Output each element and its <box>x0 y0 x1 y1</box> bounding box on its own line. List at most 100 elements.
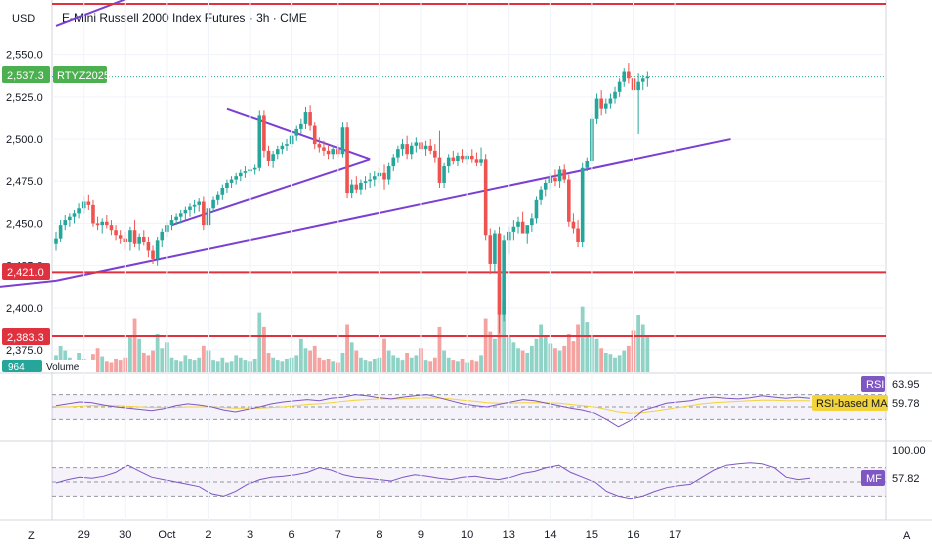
candle-body <box>576 228 580 243</box>
upper-channel-trendline <box>55 0 127 27</box>
candle-body <box>137 236 141 244</box>
volume-bar <box>603 353 608 372</box>
volume-bar <box>220 357 225 372</box>
candle-body <box>511 226 516 232</box>
candle-body <box>128 230 132 243</box>
volume-bar <box>160 348 165 372</box>
volume-bar <box>183 355 188 372</box>
mf-pane[interactable] <box>52 462 886 500</box>
volume-bar <box>262 326 266 372</box>
volume-bar <box>132 318 137 372</box>
volume-bar <box>553 348 557 372</box>
volume-bar <box>534 338 539 372</box>
candle-body <box>294 128 299 136</box>
volume-bar <box>298 338 303 372</box>
x-tick-label: 3 <box>247 529 253 541</box>
candle-body <box>215 194 220 200</box>
candle-body <box>488 235 493 264</box>
candle-body <box>391 157 396 167</box>
volume-value-bg <box>2 360 42 372</box>
candle-body <box>497 233 502 315</box>
candle-body <box>585 160 590 168</box>
volume-bar <box>201 345 206 372</box>
candle-body <box>252 167 257 170</box>
volume-bar <box>252 358 257 372</box>
level-tag-lower-value: 2,383.3 <box>7 332 44 344</box>
rsi-line <box>55 394 811 428</box>
volume-bar <box>308 350 312 372</box>
volume-bar <box>594 338 599 372</box>
candle-body <box>275 149 280 155</box>
candle-body <box>312 125 317 145</box>
candle-body <box>396 149 400 158</box>
volume-bar <box>345 324 349 372</box>
candle-body <box>483 159 488 236</box>
candle-body <box>151 250 155 259</box>
time-axis[interactable]: 29 30 Oct 2 3 6 7 8 9 10 13 14 15 16 17 <box>78 0 682 541</box>
volume-bar <box>243 360 248 372</box>
volume-bar <box>368 361 373 372</box>
timezone-icon[interactable]: Z <box>28 530 35 542</box>
rsi-ma-label: RSI-based MA <box>816 398 888 410</box>
candle-body <box>493 233 497 264</box>
volume-bar <box>576 324 580 372</box>
volume-bar <box>557 350 562 372</box>
candle-body <box>169 220 174 226</box>
candle-body <box>368 179 372 182</box>
volume-bar <box>349 342 354 372</box>
auto-scale-icon[interactable]: A <box>903 530 911 542</box>
volume-bar <box>285 358 289 372</box>
candle-body <box>58 225 63 239</box>
candle-body <box>155 240 160 259</box>
lower-support-extension <box>0 279 57 288</box>
volume-bar <box>238 357 243 372</box>
x-tick-label: 30 <box>119 529 131 541</box>
volume-bar <box>636 315 641 372</box>
volume-bar <box>460 358 465 372</box>
volume-bar <box>428 361 433 372</box>
volume-bar <box>197 357 202 372</box>
currency-label: USD <box>12 13 35 25</box>
candle-body <box>105 221 109 226</box>
candle-body <box>640 78 645 82</box>
volume-bar <box>178 361 183 372</box>
candle-body <box>285 144 289 146</box>
candle-body <box>141 236 146 243</box>
candle-body <box>340 127 345 155</box>
candle-body <box>599 98 603 109</box>
candle-body <box>446 157 451 167</box>
candle-body <box>146 242 151 251</box>
candle-body <box>271 154 275 161</box>
volume-bar <box>571 341 576 372</box>
candle-body <box>530 218 534 226</box>
rsi-pane[interactable] <box>52 394 886 428</box>
volume-bar <box>118 360 123 372</box>
chart-title: E-Mini Russell 2000 Index Futures · 3h ·… <box>62 11 307 25</box>
volume-bar <box>225 362 229 372</box>
volume-bar <box>613 357 617 372</box>
volume-bar <box>174 360 179 372</box>
candle-body <box>414 142 419 146</box>
chart-header: USD E-Mini Russell 2000 Index Futures · … <box>12 11 307 25</box>
candle-body <box>442 166 446 183</box>
volume-bar <box>271 357 276 372</box>
last-price-tag: 2,537.3 RTYZ2025 <box>2 66 110 83</box>
volume-bar <box>146 355 151 372</box>
volume-bar <box>395 357 400 372</box>
volume-bar <box>141 353 146 372</box>
volume-bar <box>280 361 285 372</box>
rsi-value: 63.95 <box>892 379 920 391</box>
mf-label: MF <box>866 473 882 485</box>
volume-bar <box>266 353 271 372</box>
volume-bar <box>340 353 345 372</box>
volume-bar <box>483 318 488 372</box>
candle-body <box>229 179 234 183</box>
candle-body <box>345 127 349 194</box>
volume-bar <box>474 361 479 372</box>
candle-body <box>557 169 562 182</box>
symbol-tag-bg <box>53 66 107 83</box>
x-tick-label: 17 <box>669 529 681 541</box>
volume-bar <box>529 345 534 372</box>
volume-bar <box>562 345 567 372</box>
